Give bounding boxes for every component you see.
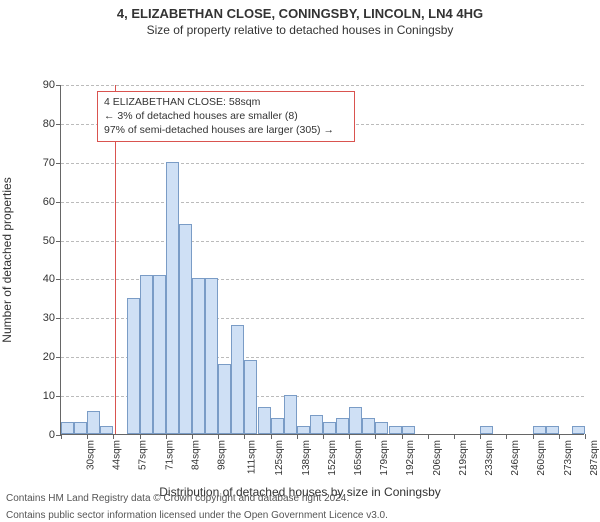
chart-title-sub: Size of property relative to detached ho… [0,21,600,41]
xtick-mark [349,434,350,439]
histogram-bar [74,422,87,434]
histogram-bar [166,162,179,434]
xtick-mark [402,434,403,439]
histogram-bar [192,278,205,434]
annotation-line1: 4 ELIZABETHAN CLOSE: 58sqm [104,95,348,109]
ytick-label: 90 [43,79,61,91]
histogram-bar [205,278,218,434]
histogram-bar [100,426,113,434]
histogram-bar [153,275,166,434]
ytick-label: 60 [43,196,61,208]
xtick-mark [113,434,114,439]
xtick-label: 192sqm [405,440,416,476]
histogram-bar [231,325,244,434]
histogram-bar [402,426,415,434]
xtick-mark [271,434,272,439]
xtick-label: 84sqm [190,440,201,470]
xtick-mark [323,434,324,439]
ytick-label: 30 [43,312,61,324]
xtick-mark [375,434,376,439]
xtick-label: 125sqm [274,440,285,476]
xtick-label: 179sqm [379,440,390,476]
histogram-bar [362,418,375,434]
xtick-mark [506,434,507,439]
xtick-mark [140,434,141,439]
histogram-bar [572,426,585,434]
histogram-bar [258,407,271,434]
histogram-bar [218,364,231,434]
xtick-label: 233sqm [484,440,495,476]
histogram-bar [336,418,349,434]
xtick-label: 246sqm [510,440,521,476]
ytick-label: 40 [43,273,61,285]
xtick-label: 206sqm [432,440,443,476]
xtick-mark [585,434,586,439]
xtick-label: 71sqm [164,440,175,470]
gridline [61,163,584,164]
ytick-label: 10 [43,390,61,402]
histogram-bar [284,395,297,434]
histogram-bar [310,415,323,434]
gridline [61,85,584,86]
histogram-bar [349,407,362,434]
footer: Contains HM Land Registry data © Crown c… [0,488,600,522]
xtick-mark [166,434,167,439]
plot-area: 010203040506070809030sqm44sqm57sqm71sqm8… [60,85,584,435]
xtick-label: 219sqm [458,440,469,476]
histogram-bar [480,426,493,434]
xtick-mark [192,434,193,439]
xtick-label: 111sqm [247,440,258,474]
gridline [61,202,584,203]
xtick-label: 57sqm [138,440,149,470]
ytick-label: 0 [49,429,61,441]
histogram-bar [533,426,546,434]
ytick-label: 50 [43,235,61,247]
histogram-bar [179,224,192,434]
histogram-bar [375,422,388,434]
histogram-bar [323,422,336,434]
xtick-mark [218,434,219,439]
annotation-box: 4 ELIZABETHAN CLOSE: 58sqm ← 3% of detac… [97,91,355,142]
histogram-bar [271,418,284,434]
xtick-label: 98sqm [217,440,228,470]
xtick-mark [480,434,481,439]
xtick-mark [297,434,298,439]
gridline [61,241,584,242]
ytick-label: 80 [43,118,61,130]
footer-line1: Contains HM Land Registry data © Crown c… [0,488,600,505]
xtick-label: 260sqm [536,440,547,476]
histogram-bar [244,360,257,434]
y-axis-label: Number of detached properties [0,177,14,342]
xtick-mark [428,434,429,439]
xtick-mark [533,434,534,439]
histogram-bar [127,298,140,434]
xtick-mark [61,434,62,439]
histogram-bar [140,275,153,434]
chart-title-main: 4, ELIZABETHAN CLOSE, CONINGSBY, LINCOLN… [0,0,600,21]
xtick-mark [87,434,88,439]
annotation-line2: ← 3% of detached houses are smaller (8) [104,109,348,123]
annotation-line3: 97% of semi-detached houses are larger (… [104,123,348,137]
xtick-label: 30sqm [86,440,97,470]
xtick-label: 152sqm [327,440,338,476]
histogram-bar [87,411,100,434]
xtick-label: 138sqm [301,440,312,476]
xtick-mark [454,434,455,439]
histogram-bar [389,426,402,434]
ytick-label: 20 [43,351,61,363]
chart-container: Number of detached properties 0102030405… [0,41,600,503]
histogram-bar [61,422,74,434]
ytick-label: 70 [43,157,61,169]
xtick-label: 273sqm [563,440,574,476]
xtick-mark [244,434,245,439]
footer-line2: Contains public sector information licen… [0,505,600,522]
xtick-label: 165sqm [353,440,364,476]
xtick-label: 287sqm [589,440,600,476]
histogram-bar [297,426,310,434]
histogram-bar [546,426,559,434]
xtick-mark [559,434,560,439]
xtick-label: 44sqm [112,440,123,470]
